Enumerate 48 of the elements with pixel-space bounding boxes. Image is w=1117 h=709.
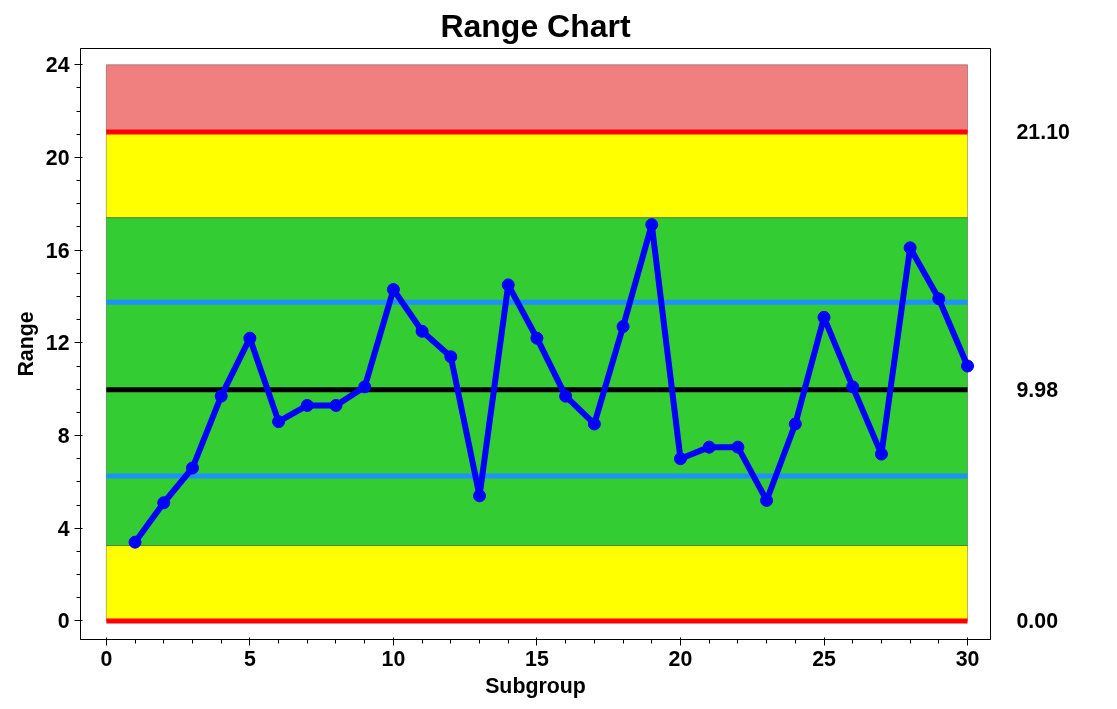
point bbox=[243, 331, 257, 345]
point bbox=[673, 452, 687, 466]
point bbox=[272, 415, 286, 429]
point bbox=[731, 440, 745, 454]
point bbox=[415, 324, 429, 338]
y-tick-label: 4 bbox=[57, 516, 70, 541]
point bbox=[817, 310, 831, 324]
point bbox=[300, 398, 314, 412]
point bbox=[702, 440, 716, 454]
x-tick-label: 0 bbox=[100, 646, 113, 671]
point bbox=[903, 241, 917, 255]
x-tick-label: 20 bbox=[668, 646, 693, 671]
chart-title: Range Chart bbox=[440, 7, 631, 44]
point bbox=[616, 320, 630, 334]
point bbox=[128, 535, 142, 549]
y-tick-label: 16 bbox=[45, 238, 70, 263]
x-tick-label: 15 bbox=[525, 646, 549, 671]
y-tick-label: 8 bbox=[57, 424, 70, 449]
x-tick-label: 10 bbox=[381, 646, 406, 671]
y-tick-label: 12 bbox=[45, 331, 70, 356]
point bbox=[501, 278, 515, 292]
y-tick-label: 0 bbox=[57, 609, 70, 634]
point bbox=[530, 331, 544, 345]
x-tick-label: 25 bbox=[812, 646, 836, 671]
point bbox=[157, 496, 171, 510]
point bbox=[587, 417, 601, 431]
point bbox=[961, 359, 975, 373]
point bbox=[932, 292, 946, 306]
y-axis-title: Range bbox=[13, 311, 38, 377]
point bbox=[214, 389, 228, 403]
point bbox=[645, 218, 659, 232]
y-tick-label: 24 bbox=[45, 53, 70, 78]
point bbox=[559, 389, 573, 403]
point bbox=[874, 447, 888, 461]
point bbox=[788, 417, 802, 431]
x-axis-title: Subgroup bbox=[485, 673, 586, 698]
ref-line-label: 21.10 bbox=[1016, 120, 1070, 145]
ref-line-label: 0.00 bbox=[1016, 609, 1059, 634]
point bbox=[846, 380, 860, 394]
y-tick-label: 20 bbox=[45, 145, 70, 170]
point bbox=[185, 461, 199, 475]
point bbox=[444, 350, 458, 364]
point bbox=[358, 380, 372, 394]
x-tick-label: 30 bbox=[955, 646, 980, 671]
point bbox=[473, 489, 487, 503]
point bbox=[329, 398, 343, 412]
x-tick-label: 5 bbox=[243, 646, 256, 671]
ref-line-label: 9.98 bbox=[1016, 378, 1059, 403]
